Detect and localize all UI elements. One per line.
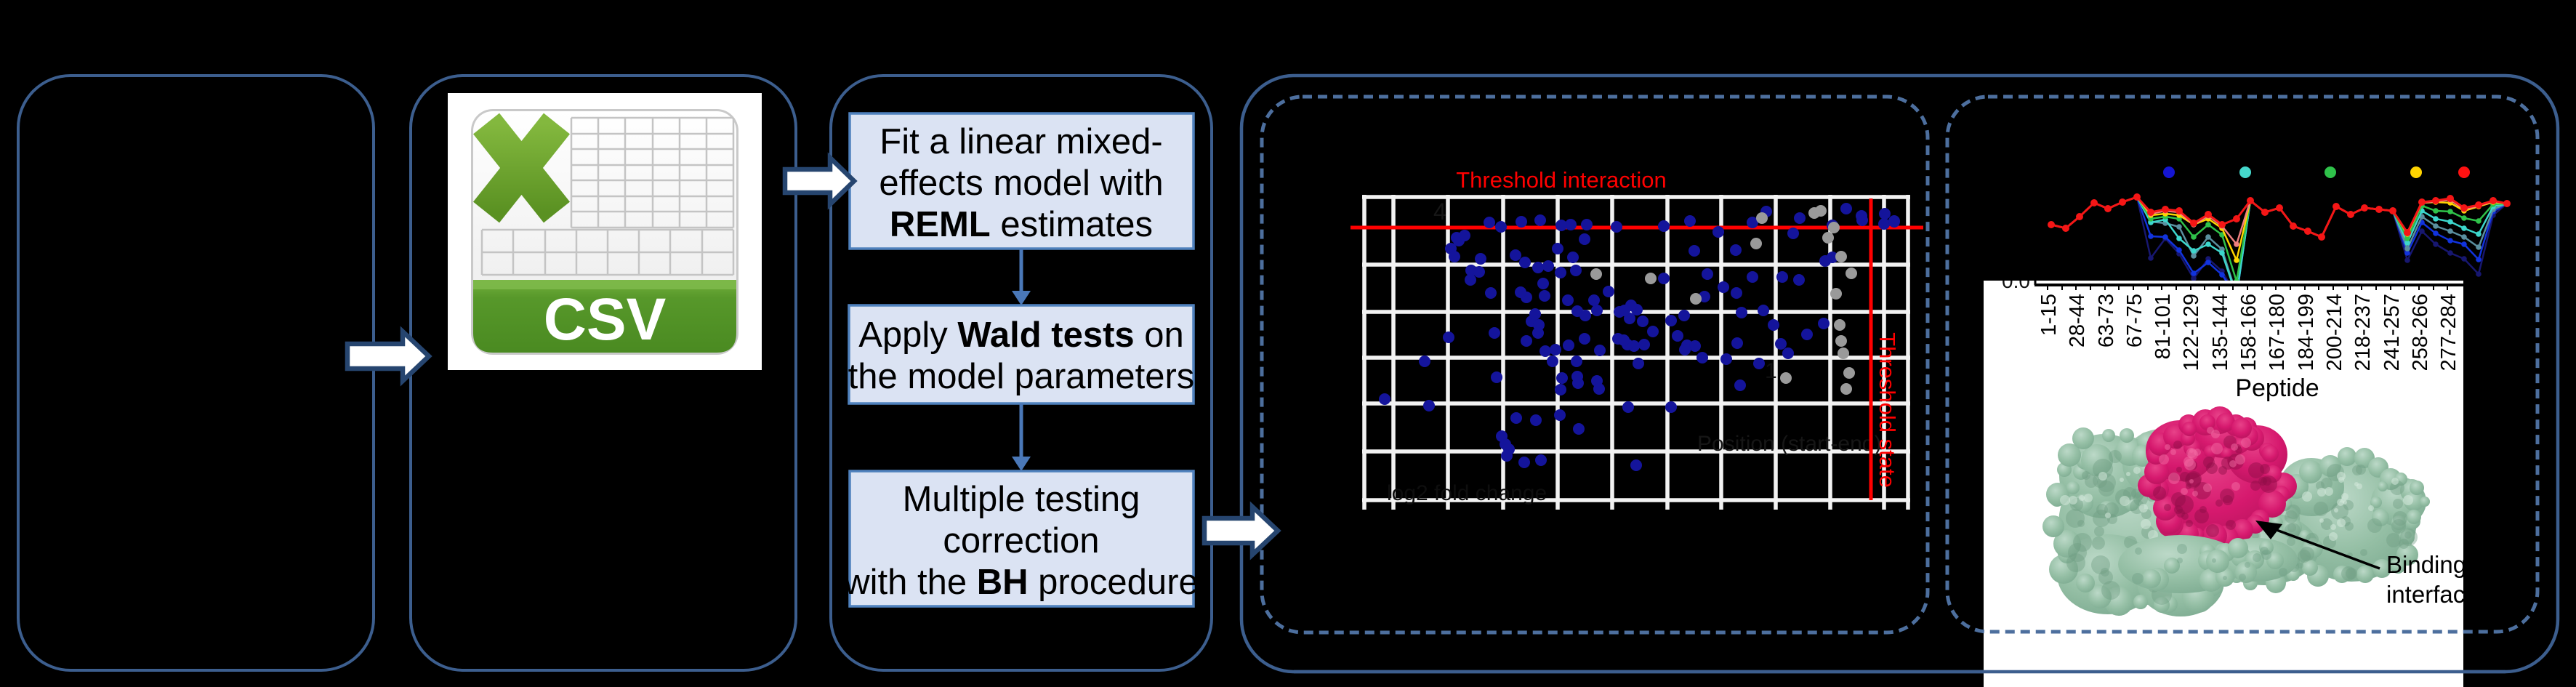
svg-text:Apply Wald tests on: Apply Wald tests on — [858, 316, 1184, 355]
svg-text:Multiple testing: Multiple testing — [903, 480, 1140, 519]
svg-text:Peptide: Peptide — [2235, 374, 2319, 402]
svg-text:28-44: 28-44 — [2066, 294, 2089, 347]
svg-text:258-266: 258-266 — [2409, 294, 2432, 371]
svg-text:Binding: Binding — [2386, 551, 2466, 578]
svg-text:200-214: 200-214 — [2323, 294, 2346, 371]
svg-text:67-75: 67-75 — [2123, 294, 2146, 347]
svg-text:277-284: 277-284 — [2437, 294, 2460, 371]
svg-text:184-199: 184-199 — [2295, 294, 2318, 371]
svg-text:CSV: CSV — [544, 286, 667, 353]
svg-text:0.0: 0.0 — [2002, 270, 2030, 292]
svg-text:1: 1 — [1765, 359, 1777, 383]
svg-text:135-144: 135-144 — [2209, 294, 2232, 371]
svg-text:log2 fold change: log2 fold change — [1387, 481, 1547, 505]
svg-text:63-73: 63-73 — [2095, 294, 2118, 347]
svg-text:241-257: 241-257 — [2380, 294, 2404, 371]
svg-text:1-15: 1-15 — [2037, 294, 2061, 336]
svg-text:81-101: 81-101 — [2152, 294, 2175, 359]
svg-text:with the BH procedure: with the BH procedure — [843, 563, 1199, 602]
svg-text:167-180: 167-180 — [2266, 294, 2289, 371]
svg-text:158-166: 158-166 — [2237, 294, 2261, 371]
svg-text:the model parameters: the model parameters — [848, 357, 1195, 396]
svg-text:4: 4 — [1433, 198, 1446, 225]
svg-text:interface: interface — [2386, 581, 2479, 608]
svg-text:Fit a linear mixed-: Fit a linear mixed- — [880, 122, 1162, 161]
svg-text:Threshold state: Threshold state — [1875, 332, 1900, 488]
svg-text:218-237: 218-237 — [2351, 294, 2375, 371]
svg-text:REML estimates: REML estimates — [890, 205, 1153, 244]
svg-text:correction: correction — [943, 521, 1099, 561]
svg-text:122-129: 122-129 — [2180, 294, 2203, 371]
svg-text:Threshold interaction: Threshold interaction — [1456, 167, 1667, 193]
svg-text:Position (start-end): Position (start-end) — [1697, 432, 1881, 456]
svg-text:effects model with: effects model with — [879, 164, 1163, 203]
